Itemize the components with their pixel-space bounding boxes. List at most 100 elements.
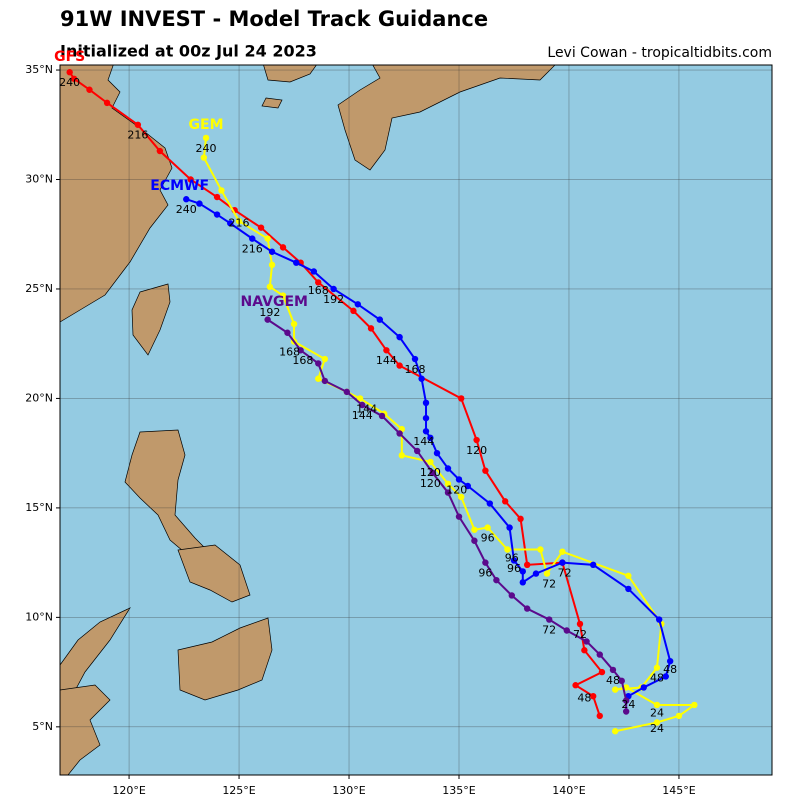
- y-tick-label: 20°N: [25, 391, 53, 404]
- x-tick-label: 120°E: [112, 784, 145, 797]
- hour-label: 120: [420, 477, 441, 490]
- track-point: [625, 585, 632, 593]
- hour-label: 120: [466, 444, 487, 457]
- y-tick-label: 30°N: [25, 173, 53, 186]
- track-point: [235, 217, 243, 225]
- track-point: [519, 568, 526, 575]
- track-point: [537, 546, 544, 553]
- track-point: [493, 576, 500, 584]
- hour-label: 216: [229, 216, 250, 229]
- track-point: [422, 399, 430, 407]
- track-point: [396, 333, 403, 341]
- track-point: [433, 449, 441, 457]
- y-tick-label: 35°N: [25, 63, 53, 76]
- track-point: [350, 307, 357, 315]
- hour-label: 168: [279, 345, 300, 358]
- track-point: [484, 524, 491, 531]
- track-point: [583, 638, 590, 645]
- track-point: [315, 375, 322, 382]
- track-point: [506, 524, 513, 531]
- x-tick-label: 135°E: [442, 784, 475, 797]
- credit: Levi Cowan - tropicaltidbits.com: [547, 45, 772, 61]
- track-point: [611, 686, 619, 693]
- track-point: [264, 316, 271, 323]
- track-point: [545, 616, 553, 623]
- track-point: [517, 515, 524, 523]
- track-point: [471, 526, 478, 533]
- track-point: [200, 154, 208, 161]
- hour-label: 120: [446, 483, 467, 496]
- hour-label: 96: [505, 551, 519, 564]
- track-point: [284, 329, 291, 336]
- track-point: [598, 668, 606, 676]
- track-point: [501, 498, 509, 505]
- track-point: [455, 476, 463, 483]
- track-point: [279, 244, 287, 251]
- track-point: [653, 701, 661, 709]
- track-point: [297, 347, 304, 354]
- track-point: [264, 235, 271, 242]
- track-point: [429, 469, 436, 477]
- track-point: [376, 316, 384, 323]
- track-point: [187, 176, 194, 183]
- track-point: [581, 647, 588, 654]
- track-point: [310, 268, 318, 275]
- track-point: [486, 500, 493, 507]
- track-point: [473, 436, 480, 444]
- track-point: [508, 592, 515, 599]
- track-point: [444, 489, 452, 496]
- hour-label: 168: [308, 284, 329, 297]
- track-point: [411, 355, 419, 363]
- track-point: [691, 701, 698, 709]
- hour-label: 48: [650, 672, 664, 685]
- hour-label: 72: [558, 567, 572, 580]
- hour-label: 168: [405, 363, 426, 376]
- hour-label: 144: [413, 435, 434, 448]
- hour-label: 192: [259, 306, 280, 319]
- track-point: [279, 292, 287, 299]
- track-point: [422, 414, 430, 422]
- hour-label: 144: [356, 402, 377, 415]
- track-point: [396, 430, 403, 437]
- track-point: [471, 537, 478, 544]
- track-point: [427, 458, 434, 466]
- track-point: [662, 673, 669, 680]
- y-tick-label: 25°N: [25, 282, 53, 295]
- track-point: [134, 121, 142, 128]
- y-tick-label: 15°N: [25, 501, 53, 514]
- grid: [60, 65, 772, 775]
- track-point: [572, 682, 579, 689]
- x-tick-label: 125°E: [222, 784, 255, 797]
- hour-label: 24: [621, 698, 635, 711]
- model-label: GFS: [54, 49, 85, 65]
- track-point: [249, 235, 256, 242]
- track-point: [66, 69, 73, 76]
- track-point: [70, 75, 78, 82]
- track-point: [653, 664, 661, 671]
- track-point: [266, 283, 274, 290]
- hour-label: 48: [606, 674, 620, 687]
- track-point: [596, 651, 603, 658]
- hour-label: 216: [127, 129, 148, 142]
- hour-label: 216: [242, 243, 263, 256]
- track-point: [563, 627, 570, 634]
- track-point: [622, 697, 630, 704]
- track-point: [202, 134, 210, 142]
- track-point: [523, 605, 531, 612]
- track-point: [396, 362, 403, 369]
- x-tick-label: 145°E: [662, 784, 695, 797]
- track-point: [458, 395, 465, 402]
- track-point: [218, 187, 225, 194]
- track-point: [543, 570, 551, 577]
- track-line: [68, 71, 604, 717]
- track-point: [290, 320, 298, 328]
- hour-label: 48: [577, 691, 591, 704]
- track-point: [268, 261, 276, 269]
- track-point: [414, 447, 421, 455]
- track-point: [455, 513, 463, 520]
- track-point: [293, 259, 300, 266]
- x-tick-label: 140°E: [552, 784, 585, 797]
- track-point: [589, 692, 597, 700]
- track-point: [356, 395, 364, 402]
